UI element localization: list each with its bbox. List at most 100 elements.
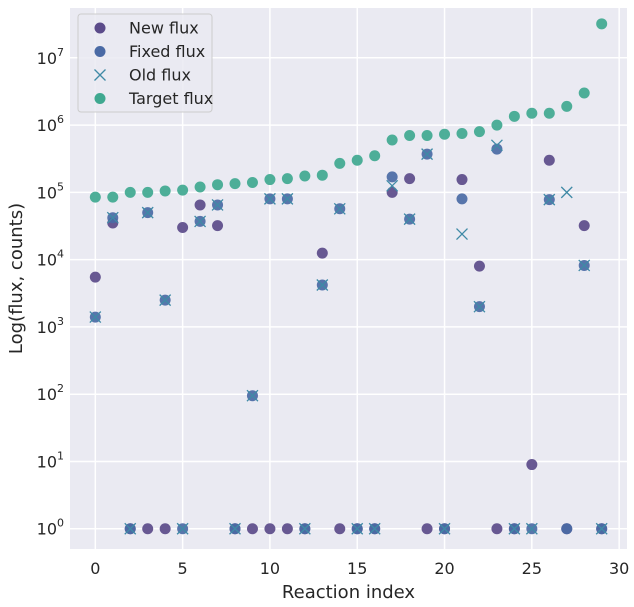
y-tick-label: 103	[37, 315, 64, 337]
series-old-flux	[89, 139, 608, 535]
x-axis-ticks: 0 5 10 15 20 25 30	[90, 559, 629, 578]
data-point	[229, 178, 241, 190]
legend-marker	[94, 46, 106, 57]
data-point	[194, 199, 206, 211]
data-point	[491, 119, 503, 131]
data-point	[421, 523, 433, 535]
data-point	[316, 279, 329, 291]
data-point	[211, 198, 224, 211]
x-tick-label: 15	[347, 559, 367, 578]
data-point	[578, 220, 590, 232]
data-point	[526, 107, 538, 119]
data-point	[386, 179, 399, 192]
data-point	[473, 126, 485, 138]
legend: New flux Fixed flux Old flux Target flux	[77, 13, 213, 113]
data-point	[106, 211, 119, 224]
y-tick-label: 105	[37, 180, 64, 202]
data-point	[333, 202, 346, 215]
data-point	[386, 186, 398, 198]
data-point	[159, 294, 172, 307]
data-point	[281, 173, 293, 185]
data-point	[89, 271, 101, 283]
x-tick-label: 30	[609, 559, 629, 578]
data-point	[578, 87, 590, 99]
data-point	[89, 191, 101, 203]
data-point	[386, 134, 398, 146]
data-point	[421, 130, 433, 142]
data-point	[194, 181, 206, 193]
data-point	[212, 179, 224, 191]
data-point	[299, 170, 311, 182]
data-point	[298, 522, 311, 535]
data-point	[456, 228, 468, 241]
data-point	[281, 192, 294, 205]
data-point	[491, 143, 503, 155]
data-point	[316, 247, 328, 259]
data-point	[107, 191, 119, 203]
data-point	[403, 213, 416, 226]
y-tick-label: 106	[37, 113, 64, 135]
x-tick-label: 10	[260, 559, 280, 578]
legend-marker	[94, 93, 106, 104]
y-tick-label: 101	[37, 449, 64, 471]
data-point	[176, 522, 189, 535]
data-point	[124, 186, 136, 198]
data-point	[334, 157, 346, 169]
data-point	[177, 222, 189, 234]
data-point	[561, 100, 573, 112]
data-point	[316, 169, 328, 181]
data-point	[246, 177, 258, 189]
data-point	[141, 206, 154, 219]
data-point	[473, 300, 486, 313]
data-point	[142, 186, 154, 198]
y-tick-label: 104	[37, 248, 64, 270]
data-point	[543, 193, 556, 206]
data-point	[177, 184, 189, 196]
data-point	[159, 185, 171, 197]
legend-label: Target flux	[128, 89, 213, 108]
x-tick-label: 0	[90, 559, 100, 578]
data-point	[264, 523, 276, 535]
data-point	[526, 459, 538, 471]
data-point	[561, 523, 573, 535]
y-axis-label: Log(flux, counts)	[6, 203, 27, 354]
data-point	[229, 522, 241, 535]
legend-box	[77, 13, 213, 113]
data-point	[351, 154, 363, 166]
legend-label: Old flux	[129, 66, 191, 85]
legend-label: New flux	[129, 19, 199, 38]
data-point	[560, 186, 573, 199]
data-point	[473, 260, 485, 272]
y-tick-label: 102	[37, 382, 64, 404]
series-target-flux	[89, 18, 608, 203]
data-point	[212, 220, 224, 232]
data-point	[456, 174, 468, 186]
data-point	[596, 18, 608, 30]
data-point	[124, 522, 137, 535]
data-point	[334, 523, 346, 535]
data-point	[159, 523, 171, 535]
data-point	[246, 523, 258, 535]
data-point	[351, 522, 364, 535]
series-layer	[89, 18, 608, 535]
data-point	[404, 173, 416, 185]
legend-marker	[94, 69, 106, 81]
x-tick-label: 25	[522, 559, 542, 578]
data-point	[368, 522, 381, 535]
data-point	[578, 259, 591, 272]
x-tick-label: 5	[178, 559, 188, 578]
data-point	[386, 171, 398, 183]
data-point	[543, 154, 555, 166]
x-axis-label: Reaction index	[282, 582, 415, 603]
data-point	[142, 523, 154, 535]
data-point	[264, 174, 276, 186]
y-axis-ticks: 100 101 102 103 104 105 106 107	[37, 46, 64, 539]
data-point	[281, 523, 293, 535]
y-tick-label: 100	[37, 517, 64, 539]
y-tick-label: 107	[37, 46, 64, 68]
data-point	[89, 311, 102, 324]
data-point	[438, 522, 451, 535]
data-point	[508, 522, 521, 535]
data-point	[246, 389, 259, 402]
legend-marker	[94, 22, 106, 34]
